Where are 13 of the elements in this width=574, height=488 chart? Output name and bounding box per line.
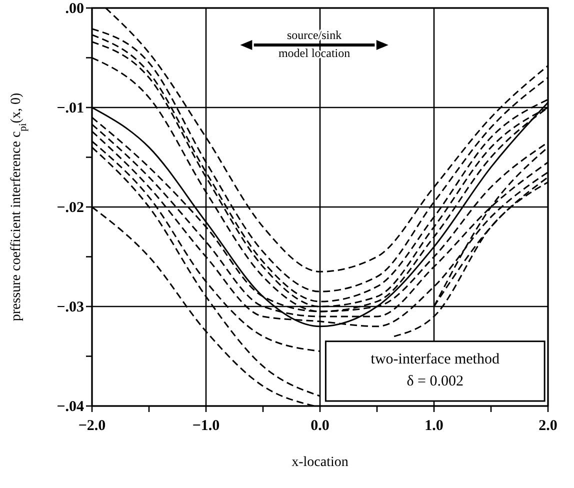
y-tick-label: −.02: [56, 200, 84, 216]
annotation: two-interface method δ = 0.002: [370, 351, 500, 390]
x-tick-label: 0.0: [310, 418, 330, 434]
y-tick-label: −.01: [56, 100, 84, 116]
note-box: two-interface method δ = 0.002: [324, 340, 546, 402]
y-tick-label: −.03: [56, 300, 84, 316]
x-axis-title: x-location: [292, 455, 348, 470]
x-tick-label: −1.0: [192, 418, 220, 434]
x-tick-label: −2.0: [78, 418, 106, 434]
y-tick-label: −.04: [56, 399, 84, 415]
y-tick-label: .00: [65, 1, 84, 17]
x-tick-label: 1.0: [424, 418, 444, 434]
x-tick-label: 2.0: [538, 418, 558, 434]
